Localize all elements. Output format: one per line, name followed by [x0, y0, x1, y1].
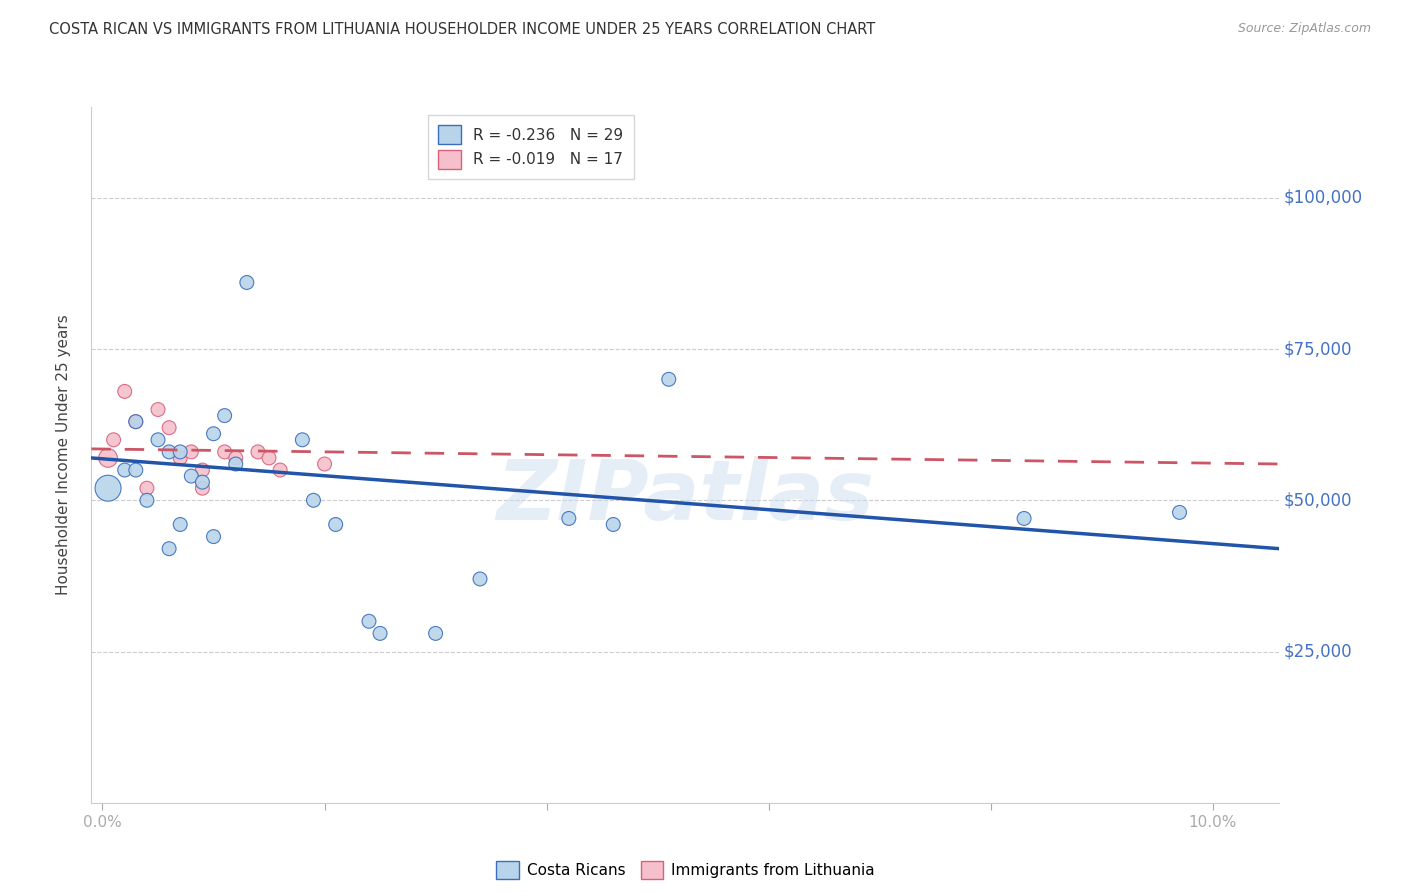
- Point: [125, 463, 148, 477]
- Y-axis label: Householder Income Under 25 years: Householder Income Under 25 years: [56, 315, 70, 595]
- Point: [146, 433, 169, 447]
- Point: [103, 433, 125, 447]
- Legend: Costa Ricans, Immigrants from Lithuania: Costa Ricans, Immigrants from Lithuania: [491, 855, 880, 886]
- Point: [180, 469, 202, 483]
- Point: [368, 626, 391, 640]
- Point: [658, 372, 681, 386]
- Point: [191, 475, 214, 490]
- Point: [214, 445, 236, 459]
- Text: ZIPatlas: ZIPatlas: [496, 456, 875, 537]
- Point: [97, 481, 120, 495]
- Point: [246, 445, 269, 459]
- Point: [191, 463, 214, 477]
- Text: $75,000: $75,000: [1284, 340, 1353, 358]
- Point: [202, 426, 225, 441]
- Point: [135, 481, 157, 495]
- Point: [180, 445, 202, 459]
- Point: [1168, 505, 1191, 519]
- Point: [157, 445, 180, 459]
- Point: [114, 463, 136, 477]
- Text: COSTA RICAN VS IMMIGRANTS FROM LITHUANIA HOUSEHOLDER INCOME UNDER 25 YEARS CORRE: COSTA RICAN VS IMMIGRANTS FROM LITHUANIA…: [49, 22, 876, 37]
- Point: [135, 493, 157, 508]
- Point: [125, 415, 148, 429]
- Text: $50,000: $50,000: [1284, 491, 1353, 509]
- Point: [214, 409, 236, 423]
- Point: [202, 530, 225, 544]
- Point: [225, 457, 247, 471]
- Point: [169, 517, 191, 532]
- Point: [302, 493, 325, 508]
- Point: [1012, 511, 1035, 525]
- Point: [169, 445, 191, 459]
- Point: [602, 517, 624, 532]
- Text: $100,000: $100,000: [1284, 189, 1362, 207]
- Point: [325, 517, 347, 532]
- Point: [157, 541, 180, 556]
- Point: [114, 384, 136, 399]
- Point: [314, 457, 336, 471]
- Text: $25,000: $25,000: [1284, 642, 1353, 661]
- Point: [146, 402, 169, 417]
- Point: [191, 481, 214, 495]
- Point: [125, 415, 148, 429]
- Point: [291, 433, 314, 447]
- Point: [236, 276, 259, 290]
- Point: [225, 450, 247, 465]
- Point: [269, 463, 291, 477]
- Point: [169, 450, 191, 465]
- Point: [468, 572, 491, 586]
- Text: Source: ZipAtlas.com: Source: ZipAtlas.com: [1237, 22, 1371, 36]
- Point: [97, 450, 120, 465]
- Point: [558, 511, 581, 525]
- Point: [425, 626, 447, 640]
- Point: [257, 450, 280, 465]
- Point: [357, 615, 380, 629]
- Point: [157, 420, 180, 434]
